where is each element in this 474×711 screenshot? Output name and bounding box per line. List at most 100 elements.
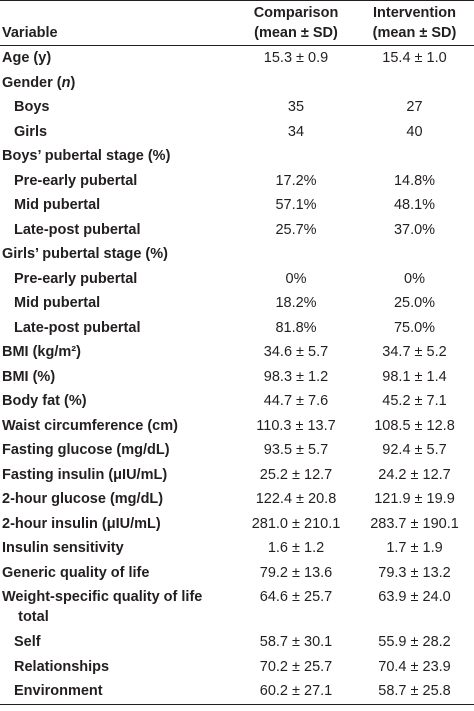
intervention-value: [355, 242, 474, 267]
comparison-value: [237, 144, 355, 169]
comparison-value: 15.3 ± 0.9: [263, 50, 329, 66]
comparison-value: 60.2 ± 27.1: [237, 679, 355, 705]
row-label: Insulin sensitivity: [2, 540, 124, 556]
table-row: Boys’ pubertal stage (%): [0, 144, 474, 169]
table-row: Boys 35 27: [0, 95, 474, 120]
table-row: BMI (%) 98.3 ± 1.2 98.1 ± 1.4: [0, 365, 474, 390]
table-row: Environment 60.2 ± 27.1 58.7 ± 25.8: [0, 679, 474, 705]
comparison-value: 110.3 ± 13.7: [256, 417, 336, 434]
intervention-value: 40: [406, 123, 423, 140]
intervention-value: 63.9 ± 24.0: [378, 589, 451, 605]
table-row: Gender (n): [0, 71, 474, 96]
comparison-value: 57.1%: [275, 197, 317, 213]
intervention-value: 24.2 ± 12.7: [378, 466, 451, 483]
header-variable: Variable: [0, 0, 237, 46]
table-row: Relationships 70.2 ± 25.7 70.4 ± 23.9: [0, 655, 474, 680]
table-row: Mid pubertal 18.2% 25.0%: [0, 291, 474, 316]
comparison-value: 34.6 ± 5.7: [263, 344, 329, 360]
comparison-value: 1.6 ± 1.2: [267, 540, 325, 556]
intervention-value: 75.0%: [393, 319, 436, 336]
row-label: Environment: [0, 679, 237, 705]
intervention-value: 34.7 ± 5.2: [382, 344, 447, 360]
comparison-value: 98.3 ± 1.2: [263, 368, 329, 385]
comparison-value: 44.7 ± 7.6: [263, 393, 329, 409]
intervention-value: 283.7 ± 190.1: [370, 515, 459, 532]
comparison-value: 81.8%: [275, 319, 317, 336]
row-label: Girls’ pubertal stage (%): [2, 246, 168, 262]
row-label: 2-hour glucose (mg/dL): [2, 491, 164, 507]
intervention-value: 108.5 ± 12.8: [374, 417, 455, 434]
table-body: Age (y) 15.3 ± 0.9 15.4 ± 1.0 Gender (n) Boy…: [0, 46, 474, 705]
row-label: Boys: [14, 99, 50, 115]
table-row: Mid pubertal 57.1% 48.1%: [0, 193, 474, 218]
row-label: Self: [14, 634, 41, 650]
comparison-value: 122.4 ± 20.8: [255, 491, 337, 507]
intervention-value: 55.9 ± 28.2: [378, 634, 451, 650]
table-row: Girls’ pubertal stage (%): [0, 242, 474, 267]
row-label: BMI (kg/m²): [2, 344, 81, 360]
row-label: BMI (%): [2, 368, 56, 385]
comparison-value: 0%: [285, 270, 307, 287]
table-header: Variable Comparison (mean ± SD) Interven…: [0, 0, 474, 46]
table-row: Body fat (%) 44.7 ± 7.6 45.2 ± 7.1: [0, 389, 474, 414]
table-row: BMI (kg/m²) 34.6 ± 5.7 34.7 ± 5.2: [0, 340, 474, 365]
comparison-value: [237, 71, 355, 96]
intervention-value: 92.4 ± 5.7: [382, 442, 447, 458]
row-label: Pre-early pubertal: [14, 270, 138, 287]
table-row: Pre-early pubertal 0% 0%: [0, 267, 474, 292]
comparison-value: [237, 242, 355, 267]
comparison-value: 25.2 ± 12.7: [259, 466, 333, 483]
row-label: Generic quality of life: [2, 564, 150, 581]
row-label: Late-post pubertal: [14, 221, 141, 238]
comparison-value: 18.2%: [275, 295, 317, 311]
row-label: Body fat (%): [2, 393, 87, 409]
intervention-value: 121.9 ± 19.9: [374, 491, 455, 507]
comparison-value: 70.2 ± 25.7: [259, 658, 333, 675]
table-row: Pre-early pubertal 17.2% 14.8%: [0, 169, 474, 194]
intervention-value: 70.4 ± 23.9: [378, 658, 451, 675]
table-row: Insulin sensitivity 1.6 ± 1.2 1.7 ± 1.9: [0, 536, 474, 561]
row-label: Fasting insulin (μIU/mL): [2, 466, 168, 483]
row-label: Mid pubertal: [14, 295, 101, 311]
row-label: Age (y): [2, 50, 52, 66]
intervention-value: 25.0%: [393, 295, 436, 311]
header-comparison: Comparison (mean ± SD): [237, 0, 355, 46]
comparison-value: 34: [287, 123, 305, 140]
header-intervention: Intervention (mean ± SD): [355, 0, 474, 46]
comparison-value: 58.7 ± 30.1: [259, 634, 333, 650]
row-label: Weight-specific quality of life total: [2, 589, 203, 625]
intervention-value: 0%: [404, 270, 425, 287]
table-row: Fasting insulin (μIU/mL) 25.2 ± 12.7 24.2 …: [0, 463, 474, 488]
table-row: Generic quality of life 79.2 ± 13.6 79.3 ±…: [0, 561, 474, 586]
intervention-value: 37.0%: [393, 221, 436, 238]
row-label: Girls: [14, 123, 48, 140]
row-label: Late-post pubertal: [14, 319, 141, 336]
comparison-value: 25.7%: [275, 221, 317, 238]
intervention-value: 27: [406, 99, 423, 115]
intervention-value: 1.7 ± 1.9: [386, 540, 443, 556]
table-row: Age (y) 15.3 ± 0.9 15.4 ± 1.0: [0, 46, 474, 71]
comparison-value: 35: [287, 99, 305, 115]
table-row: Self 58.7 ± 30.1 55.9 ± 28.2: [0, 630, 474, 655]
comparison-value: 281.0 ± 210.1: [251, 515, 341, 532]
table-row: Weight-specific quality of life total 64.…: [0, 585, 474, 630]
comparison-value: 93.5 ± 5.7: [263, 442, 329, 458]
intervention-value: 15.4 ± 1.0: [382, 50, 447, 66]
table-row: Waist circumference (cm) 110.3 ± 13.7 108.…: [0, 414, 474, 439]
header-row: Variable Comparison (mean ± SD) Interven…: [0, 0, 474, 46]
row-label: Mid pubertal: [14, 197, 101, 213]
row-label: 2-hour insulin (μIU/mL): [2, 515, 161, 532]
intervention-value: 45.2 ± 7.1: [382, 393, 447, 409]
comparison-value: 17.2%: [275, 172, 317, 189]
table-row: 2-hour insulin (μIU/mL) 281.0 ± 210.1 283.…: [0, 512, 474, 537]
table-row: 2-hour glucose (mg/dL) 122.4 ± 20.8 121.9 …: [0, 487, 474, 512]
row-label: Boys’ pubertal stage (%): [2, 148, 171, 164]
row-label: Waist circumference (cm): [2, 417, 178, 434]
intervention-value: [355, 144, 474, 169]
row-label: Pre-early pubertal: [14, 172, 138, 189]
row-label: Gender (n): [2, 74, 76, 91]
row-label: Relationships: [14, 658, 110, 675]
table-row: Girls 34 40: [0, 120, 474, 145]
intervention-value: [355, 71, 474, 96]
